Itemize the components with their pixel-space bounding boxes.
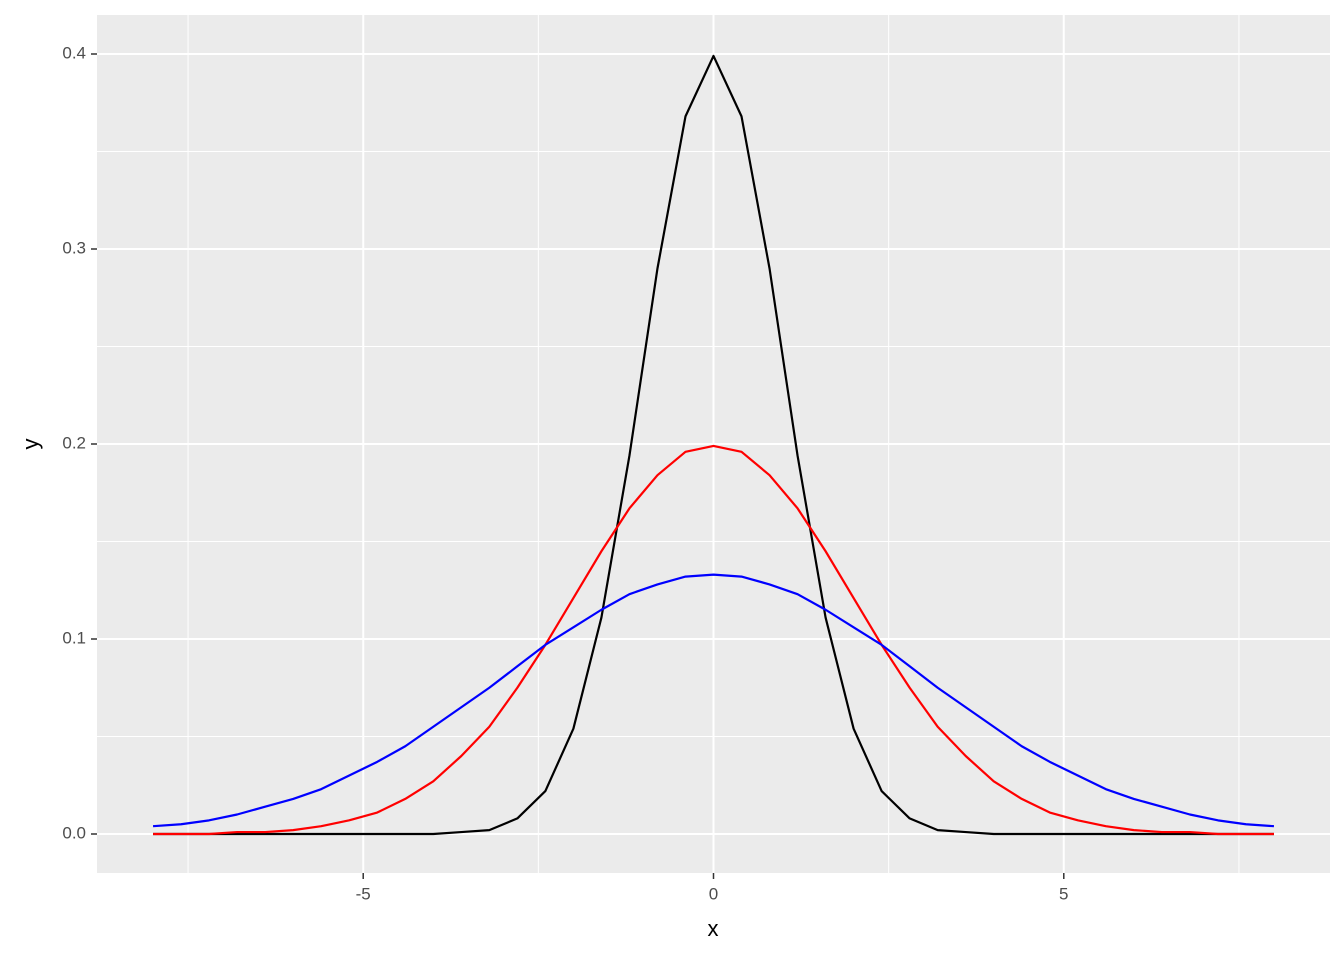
y-tick-label: 0.3	[62, 238, 86, 257]
x-tick-label: 0	[709, 884, 718, 903]
y-tick-label: 0.0	[62, 823, 86, 842]
y-tick-label: 0.4	[62, 43, 86, 62]
series-line	[153, 54, 1274, 836]
x-axis-title: x	[708, 916, 719, 941]
series-line	[152, 573, 1275, 828]
y-tick-label: 0.2	[62, 433, 86, 452]
series-line	[153, 444, 1274, 836]
y-tick-label: 0.1	[62, 628, 86, 647]
lines	[152, 54, 1275, 836]
x-tick-label: 5	[1059, 884, 1068, 903]
axes: -5 0 5 0.0 0.1 0.2 0.3 0.4	[62, 43, 1068, 903]
x-tick-label: -5	[356, 884, 371, 903]
y-axis-title: y	[18, 439, 43, 450]
grid	[97, 15, 1330, 873]
